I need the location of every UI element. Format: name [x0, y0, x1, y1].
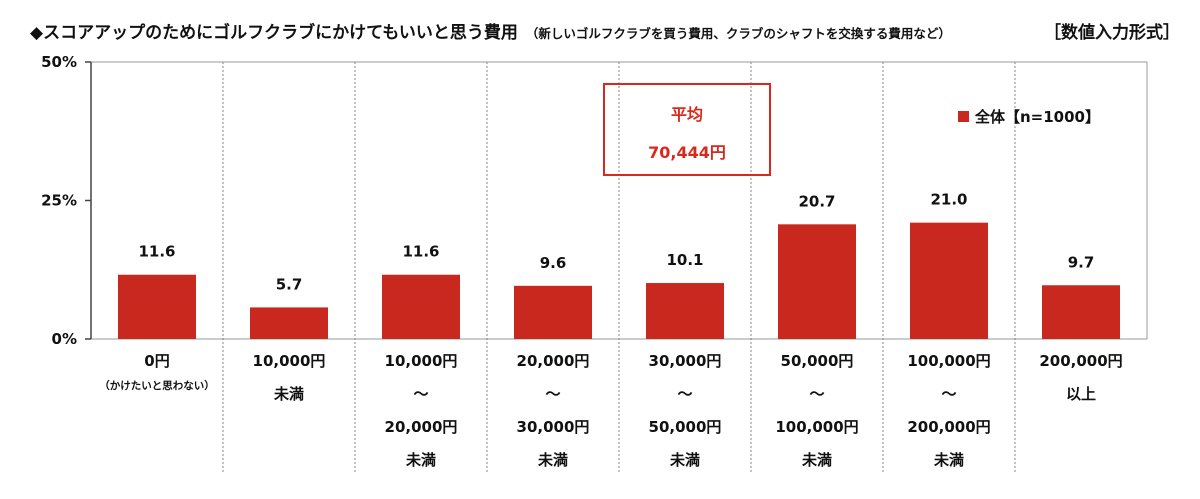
bar-value-label: 9.7 — [1068, 253, 1095, 271]
bar — [1042, 285, 1120, 339]
category-label: ～ — [545, 385, 560, 403]
category-label: 50,000円 — [649, 418, 722, 436]
average-value: 70,444円 — [648, 143, 726, 162]
average-box: 平均 70,444円 — [603, 83, 771, 176]
category-label: ～ — [677, 385, 692, 403]
category-label: 200,000円 — [1039, 352, 1122, 370]
bar-value-label: 20.7 — [798, 192, 835, 210]
category-label: 以上 — [1066, 385, 1096, 403]
chart-subtitle: （新しいゴルフクラブを買う費用、クラブのシャフトを交換する費用など） — [525, 26, 951, 41]
category-label: 20,000円 — [385, 418, 458, 436]
category-label: 10,000円 — [253, 352, 326, 370]
bar-value-label: 21.0 — [930, 191, 967, 209]
category-label: 20,000円 — [517, 352, 590, 370]
bar — [250, 307, 328, 339]
category-label: 200,000円 — [907, 418, 990, 436]
average-label: 平均 — [670, 105, 703, 124]
bar — [118, 274, 196, 339]
category-label: ～ — [413, 385, 428, 403]
legend-swatch — [958, 111, 969, 122]
bar — [514, 285, 592, 339]
bar — [778, 224, 856, 339]
category-label: 未満 — [537, 451, 568, 469]
category-label: ～ — [809, 385, 824, 403]
bar — [382, 274, 460, 339]
bar-value-label: 10.1 — [666, 251, 703, 269]
y-tick-label: 0% — [52, 330, 77, 348]
chart-title: ◆スコアアップのためにゴルフクラブにかけてもいいと思う費用 — [30, 23, 518, 43]
category-label: 未満 — [405, 451, 436, 469]
category-label: ～ — [941, 385, 956, 403]
category-label: 100,000円 — [775, 418, 858, 436]
chart-title-row: ◆スコアアップのためにゴルフクラブにかけてもいいと思う費用 （新しいゴルフクラブを… — [30, 18, 1180, 48]
category-label: 30,000円 — [517, 418, 590, 436]
bar — [910, 222, 988, 339]
category-label: 未満 — [933, 451, 964, 469]
y-tick-label: 50% — [41, 53, 77, 71]
category-label: 0円 — [144, 352, 169, 370]
bar-value-label: 11.6 — [138, 243, 175, 261]
legend: 全体【n=1000】 — [958, 106, 1100, 127]
category-label: 100,000円 — [907, 352, 990, 370]
legend-label: 全体【n=1000】 — [975, 108, 1100, 126]
category-label: 30,000円 — [649, 352, 722, 370]
bar-value-label: 5.7 — [276, 275, 303, 293]
category-label: 50,000円 — [781, 352, 854, 370]
bar-value-label: 9.6 — [540, 254, 567, 272]
category-label: 未満 — [669, 451, 700, 469]
category-label: 未満 — [801, 451, 832, 469]
category-label: 未満 — [273, 385, 304, 403]
y-tick-label: 25% — [41, 192, 77, 210]
bar-value-label: 11.6 — [402, 243, 439, 261]
category-label: 10,000円 — [385, 352, 458, 370]
bar — [646, 283, 724, 339]
chart-format-label: ［数値入力形式］ — [1044, 23, 1180, 43]
category-sublabel: （かけたいと思わない） — [99, 379, 215, 392]
